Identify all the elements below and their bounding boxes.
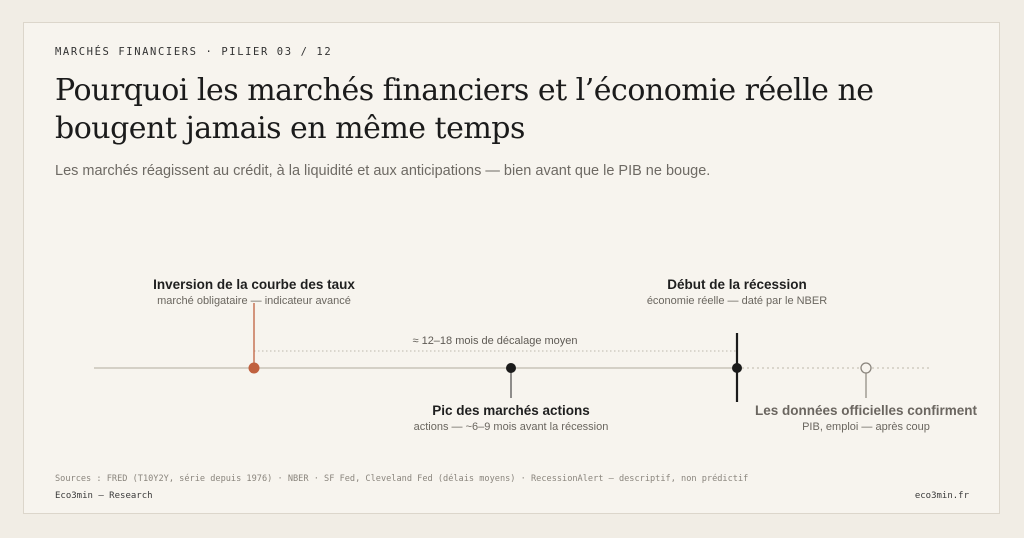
card-frame	[23, 22, 1000, 514]
gap-label: ≈ 12–18 mois de décalage moyen	[412, 335, 578, 347]
brand-label: Eco3min — Research	[55, 491, 153, 501]
event-pic-actions-title: Pic des marchés actions	[432, 403, 590, 418]
event-inversion-label: Inversion de la courbe des taux marché o…	[153, 277, 355, 307]
page-title: Pourquoi les marchés financiers et l’éco…	[55, 73, 874, 146]
event-donnees-label: Les données officielles confirment PIB, …	[755, 403, 977, 433]
event-inversion-subtitle: marché obligataire — indicateur avancé	[157, 295, 351, 307]
inversion-dot	[248, 362, 260, 374]
donnees-dot	[860, 362, 872, 374]
event-pic-actions-label: Pic des marchés actions actions — ~6–9 m…	[414, 403, 609, 433]
eyebrow: MARCHÉS FINANCIERS · PILIER 03 / 12	[55, 46, 333, 58]
site-link[interactable]: eco3min.fr	[914, 491, 969, 501]
event-recession-label: Début de la récession économie réelle — …	[647, 277, 827, 307]
event-pic-actions-subtitle: actions — ~6–9 mois avant la récession	[413, 421, 609, 433]
event-donnees-subtitle: PIB, emploi — après coup	[802, 421, 930, 433]
event-recession-subtitle: économie réelle — daté par le NBER	[646, 295, 828, 307]
sources-note: Sources : FRED (T10Y2Y, série depuis 197…	[55, 474, 749, 484]
recession-dot	[732, 363, 742, 373]
event-inversion-title: Inversion de la courbe des taux	[153, 277, 355, 292]
page-subtitle: Les marchés réagissent au crédit, à la l…	[55, 163, 711, 179]
event-donnees-title: Les données officielles confirment	[754, 403, 978, 418]
event-recession-title: Début de la récession	[667, 277, 807, 292]
pic-actions-dot	[506, 363, 516, 373]
